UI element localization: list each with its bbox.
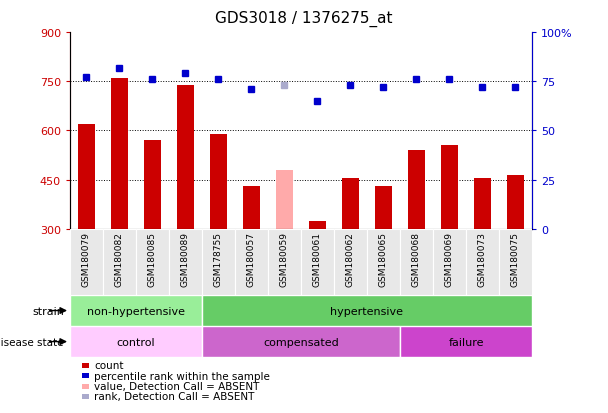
Bar: [499, 229, 532, 295]
Text: GSM180062: GSM180062: [346, 231, 355, 286]
Bar: [268, 229, 301, 295]
Bar: [367, 229, 400, 295]
Bar: [210, 134, 227, 229]
Text: GSM180057: GSM180057: [247, 231, 256, 286]
Bar: [144, 141, 161, 229]
Bar: [334, 229, 367, 295]
Bar: [408, 151, 425, 229]
Text: non-hypertensive: non-hypertensive: [87, 306, 185, 316]
Text: control: control: [117, 337, 155, 347]
Bar: [70, 229, 103, 295]
Text: count: count: [94, 361, 124, 370]
Text: compensated: compensated: [263, 337, 339, 347]
Text: hypertensive: hypertensive: [331, 306, 404, 316]
Bar: [70, 295, 202, 326]
Bar: [301, 229, 334, 295]
Bar: [202, 295, 532, 326]
Bar: [375, 187, 392, 229]
Bar: [136, 229, 169, 295]
Bar: [400, 229, 433, 295]
Bar: [441, 146, 458, 229]
Bar: [433, 229, 466, 295]
Text: GSM180075: GSM180075: [511, 231, 520, 286]
Text: failure: failure: [448, 337, 484, 347]
Text: GSM180059: GSM180059: [280, 231, 289, 286]
Text: GSM180082: GSM180082: [115, 231, 124, 286]
Text: GSM180069: GSM180069: [445, 231, 454, 286]
Bar: [243, 187, 260, 229]
Bar: [400, 326, 532, 357]
Bar: [342, 178, 359, 229]
Text: percentile rank within the sample: percentile rank within the sample: [94, 371, 270, 381]
Bar: [202, 326, 400, 357]
Text: GSM180065: GSM180065: [379, 231, 388, 286]
Text: GDS3018 / 1376275_at: GDS3018 / 1376275_at: [215, 10, 393, 26]
Text: GSM180061: GSM180061: [313, 231, 322, 286]
Bar: [309, 221, 326, 229]
Bar: [466, 229, 499, 295]
Bar: [507, 175, 523, 229]
Bar: [177, 85, 194, 229]
Text: GSM180089: GSM180089: [181, 231, 190, 286]
Text: value, Detection Call = ABSENT: value, Detection Call = ABSENT: [94, 381, 260, 391]
Bar: [169, 229, 202, 295]
Text: GSM178755: GSM178755: [214, 231, 223, 286]
Text: GSM180068: GSM180068: [412, 231, 421, 286]
Bar: [103, 229, 136, 295]
Bar: [202, 229, 235, 295]
Text: GSM180079: GSM180079: [82, 231, 91, 286]
Bar: [474, 178, 491, 229]
Text: GSM180073: GSM180073: [478, 231, 487, 286]
Text: rank, Detection Call = ABSENT: rank, Detection Call = ABSENT: [94, 392, 255, 401]
Bar: [111, 79, 128, 229]
Bar: [235, 229, 268, 295]
Bar: [70, 326, 202, 357]
Bar: [276, 170, 292, 229]
Text: disease state: disease state: [0, 337, 64, 347]
Bar: [78, 125, 95, 229]
Text: GSM180085: GSM180085: [148, 231, 157, 286]
Text: strain: strain: [32, 306, 64, 316]
